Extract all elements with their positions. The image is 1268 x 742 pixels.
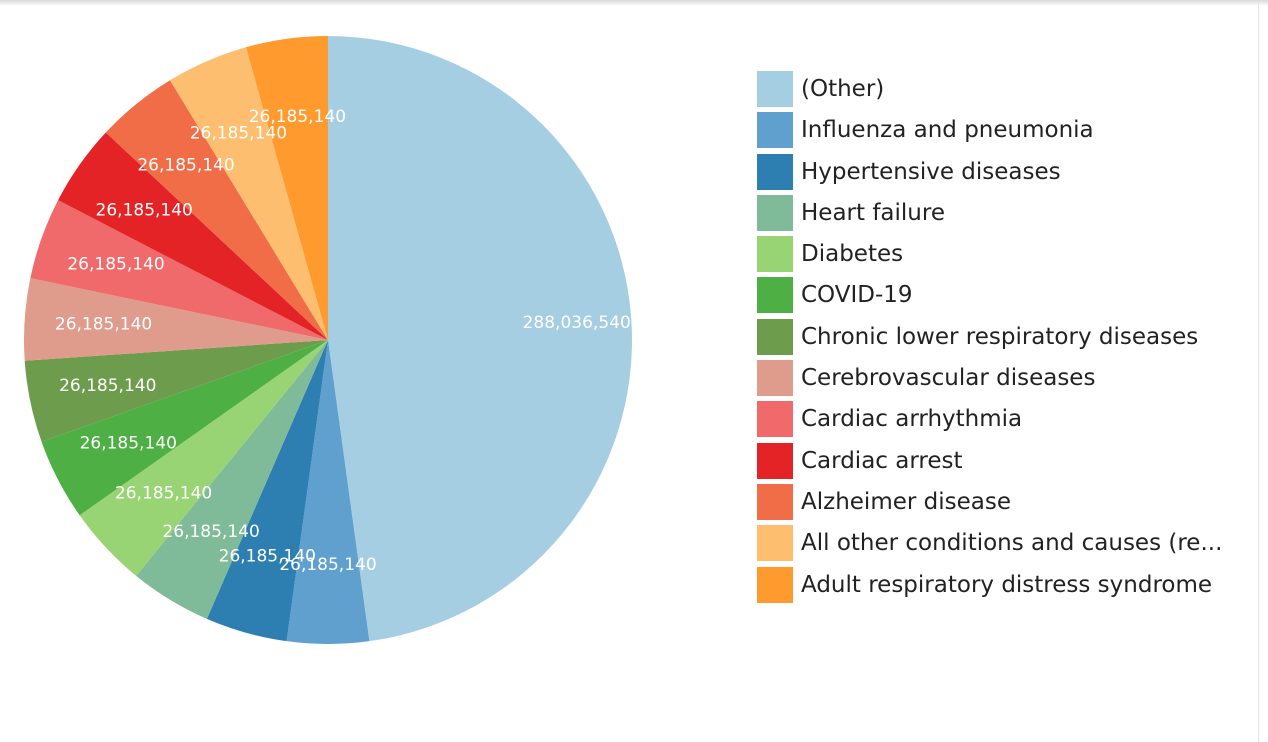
legend-item[interactable]: Cardiac arrest <box>757 442 1257 479</box>
pie-slice-value-label: 288,036,540 <box>523 313 631 333</box>
pie-slice-12[interactable] <box>245 36 328 340</box>
legend-item[interactable]: Alzheimer disease <box>757 483 1257 520</box>
legend-item[interactable]: Cardiac arrhythmia <box>757 401 1257 438</box>
pie-slice-6[interactable] <box>24 340 329 442</box>
pie-slice-3[interactable] <box>136 340 328 619</box>
legend-swatch <box>757 360 793 397</box>
legend-item[interactable]: Heart failure <box>757 194 1257 231</box>
legend-label: (Other) <box>801 76 885 102</box>
legend-label: Influenza and pneumonia <box>801 117 1094 144</box>
legend-label: All other conditions and causes (re... <box>801 530 1223 557</box>
pie-slice-value-label: 26,185,140 <box>96 200 193 220</box>
pie-slice-7[interactable] <box>23 278 328 361</box>
pie-slice-value-label: 26,185,140 <box>55 315 152 335</box>
legend-swatch <box>757 442 793 479</box>
pie-slice-1[interactable] <box>286 340 370 644</box>
pie-slice-0[interactable] <box>328 36 632 642</box>
legend-swatch <box>757 277 793 314</box>
legend-item[interactable]: Chronic lower respiratory diseases <box>757 318 1257 355</box>
legend-swatch <box>757 71 793 107</box>
legend-label: Cerebrovascular diseases <box>801 365 1096 392</box>
legend-label: Cardiac arrhythmia <box>801 406 1023 433</box>
pie-slice-value-label: 26,185,140 <box>190 124 287 144</box>
pie-slice-2[interactable] <box>206 340 328 642</box>
legend-item[interactable]: COVID-19 <box>757 277 1257 314</box>
legend-swatch <box>757 236 793 273</box>
pie-slice-value-label: 26,185,140 <box>219 547 316 567</box>
legend-label: Adult respiratory distress syndrome <box>801 571 1213 598</box>
pie-slices <box>23 36 632 644</box>
pie-slice-value-label: 26,185,140 <box>59 376 156 396</box>
pie-slice-value-label: 26,185,140 <box>249 107 346 127</box>
legend-label: Diabetes <box>801 241 904 268</box>
legend-item[interactable]: Adult respiratory distress syndrome <box>757 566 1257 603</box>
legend-swatch <box>757 566 793 603</box>
legend-label: Hypertensive diseases <box>801 158 1061 185</box>
pie-slice-9[interactable] <box>58 132 329 340</box>
chart-legend: (Other) Influenza and pneumonia Hypertensi… <box>757 71 1257 608</box>
legend-swatch <box>757 401 793 438</box>
legend-swatch <box>757 483 793 520</box>
legend-item[interactable]: Hypertensive diseases <box>757 153 1257 190</box>
legend-label: COVID-19 <box>801 282 913 309</box>
pie-slice-value-label: 26,185,140 <box>115 484 212 504</box>
top-shadow-bar <box>0 0 1268 6</box>
pie-slice-value-label: 26,185,140 <box>80 433 177 453</box>
legend-label: Alzheimer disease <box>801 488 1011 515</box>
legend-swatch <box>757 194 793 231</box>
pie-slice-11[interactable] <box>170 47 328 341</box>
pie-slice-value-label: 26,185,140 <box>137 155 234 175</box>
right-divider <box>1258 0 1259 742</box>
pie-slice-10[interactable] <box>105 80 328 340</box>
legend-item[interactable]: (Other) <box>757 71 1257 107</box>
pie-slice-5[interactable] <box>41 340 329 516</box>
pie-slice-value-label: 26,185,140 <box>162 522 259 542</box>
pie-chart: 288,036,54026,185,14026,185,14026,185,14… <box>23 36 632 644</box>
legend-swatch <box>757 525 793 562</box>
legend-item[interactable]: All other conditions and causes (re... <box>757 525 1257 562</box>
pie-slice-value-label: 26,185,140 <box>279 555 376 575</box>
legend-item[interactable]: Influenza and pneumonia <box>757 112 1257 149</box>
legend-swatch <box>757 318 793 355</box>
pie-slice-4[interactable] <box>79 340 329 576</box>
legend-label: Cardiac arrest <box>801 447 963 474</box>
legend-item[interactable]: Cerebrovascular diseases <box>757 360 1257 397</box>
legend-item[interactable]: Diabetes <box>757 236 1257 273</box>
pie-slice-labels: 288,036,54026,185,14026,185,14026,185,14… <box>55 107 631 575</box>
legend-swatch <box>757 153 793 190</box>
legend-swatch <box>757 112 793 149</box>
pie-slice-8[interactable] <box>30 200 329 340</box>
legend-label: Heart failure <box>801 199 945 226</box>
legend-label: Chronic lower respiratory diseases <box>801 323 1199 350</box>
pie-slice-value-label: 26,185,140 <box>67 255 164 275</box>
